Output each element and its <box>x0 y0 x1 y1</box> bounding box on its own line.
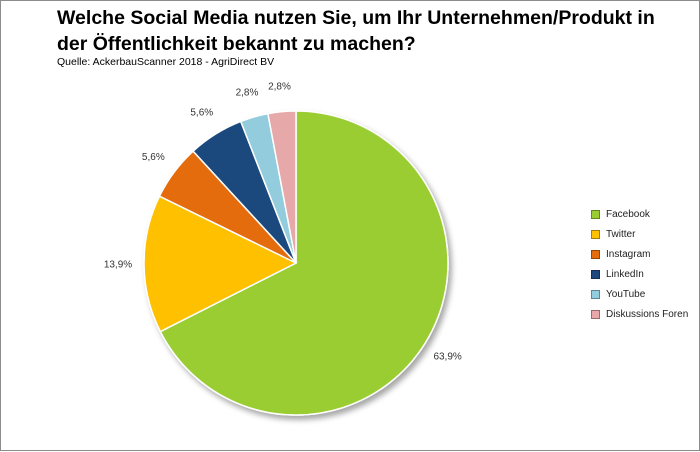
legend-item-twitter: Twitter <box>591 224 688 244</box>
data-label-facebook: 63,9% <box>433 352 461 363</box>
data-label-diskussions-foren: 2,8% <box>268 81 291 92</box>
legend-label: Twitter <box>606 228 636 240</box>
data-label-twitter: 13,9% <box>104 260 132 271</box>
legend-swatch <box>591 289 600 299</box>
chart-source: Quelle: AckerbauScanner 2018 - AgriDirec… <box>57 56 275 68</box>
legend-label: Diskussions Foren <box>606 308 689 320</box>
legend-swatch <box>591 269 600 279</box>
legend-swatch <box>591 309 600 319</box>
pie-slice-diskussions-foren <box>267 110 297 264</box>
data-label-instagram: 5,6% <box>142 152 165 163</box>
legend-swatch <box>591 229 600 239</box>
legend-label: Facebook <box>606 208 650 220</box>
legend-label: Instagram <box>606 248 651 260</box>
chart-title: Welche Social Media nutzen Sie, um Ihr U… <box>57 7 655 55</box>
legend-label: LinkedIn <box>606 268 644 280</box>
legend-item-facebook: Facebook <box>591 204 688 224</box>
legend-swatch <box>591 249 600 259</box>
data-label-youtube: 2,8% <box>236 87 259 98</box>
pie-labels: 63,9% 13,9% 5,6% 5,6% 2,8% 2,8% <box>104 81 462 362</box>
legend-label: YouTube <box>606 288 646 300</box>
pie-slice-twitter <box>143 195 298 333</box>
data-label-linkedin: 5,6% <box>190 107 213 118</box>
legend-item-diskussions-foren: Diskussions Foren <box>591 304 688 324</box>
chart-legend: Facebook Twitter Instagram LinkedIn YouTube D… <box>591 204 688 324</box>
pie-slice-facebook <box>159 110 449 416</box>
legend-item-youtube: YouTube <box>591 284 688 304</box>
pie-slices <box>143 110 449 416</box>
legend-swatch <box>591 209 600 219</box>
legend-item-instagram: Instagram <box>591 244 688 264</box>
legend-item-linkedin: LinkedIn <box>591 264 688 284</box>
